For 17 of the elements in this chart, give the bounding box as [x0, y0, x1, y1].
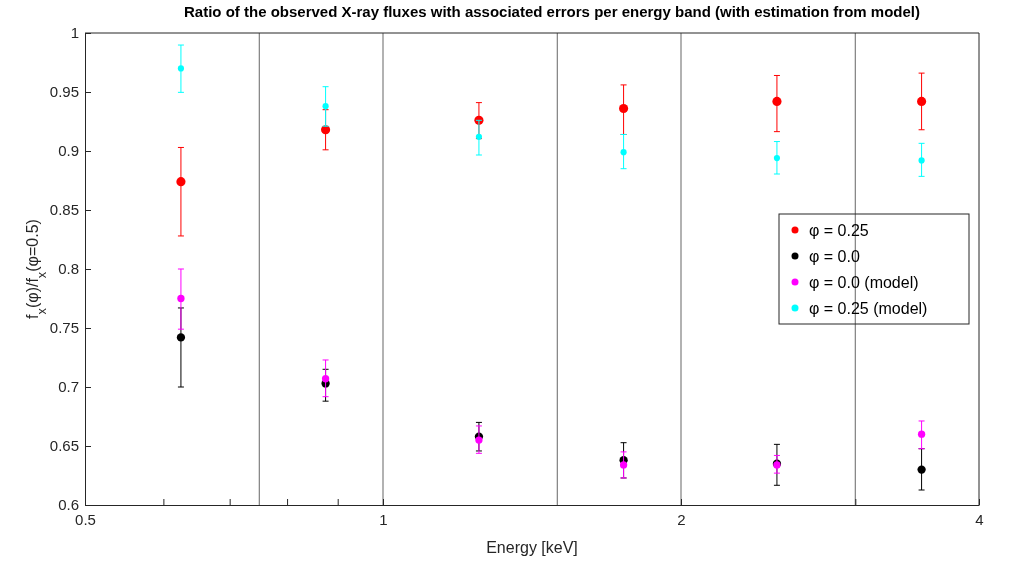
- y-tick-label: 0.75: [49, 319, 79, 337]
- x-axis-title: Energy [keV]: [486, 539, 578, 556]
- chart-title: Ratio of the observed X-ray fluxes with associated errors per energy band (with estimation from model): [184, 3, 920, 20]
- legend-label: φ = 0.25 (model): [809, 300, 928, 317]
- y-tick-label: 0.65: [49, 437, 79, 455]
- y-tick-label: 1: [70, 24, 79, 42]
- y-tick-label: 0.9: [58, 142, 79, 160]
- y-tick-label: 0.8: [58, 260, 79, 278]
- y-tick-label: 0.95: [49, 83, 79, 101]
- y-tick-label: 0.85: [49, 201, 79, 219]
- legend-label: φ = 0.25: [809, 222, 869, 239]
- legend-label: φ = 0.0: [809, 248, 860, 265]
- x-tick-label: 2: [677, 510, 686, 528]
- legend-label: φ = 0.0 (model): [809, 274, 919, 291]
- y-tick-label: 0.7: [58, 378, 79, 396]
- x-tick-label: 1: [379, 510, 388, 528]
- x-tick-label: 4: [975, 510, 984, 528]
